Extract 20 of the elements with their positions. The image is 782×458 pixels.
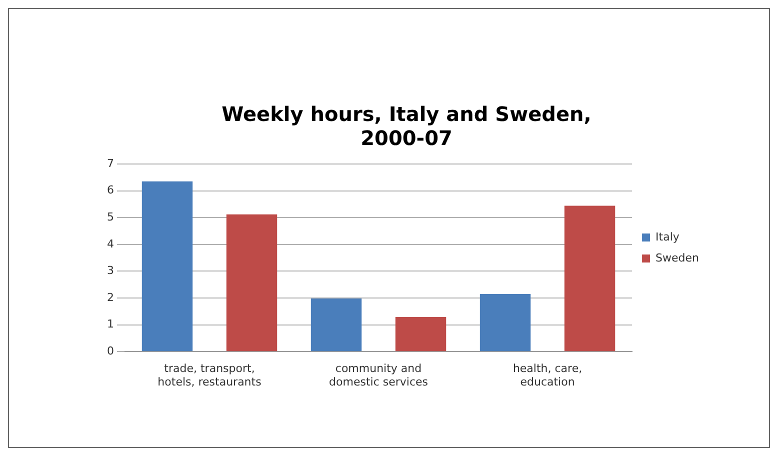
x-tick-label: trade, transport, hotels, restaurants <box>158 362 262 388</box>
y-tick-label: 7 <box>107 156 114 170</box>
chart-title: Weekly hours, Italy and Sweden, 2000-07 <box>222 102 592 150</box>
legend-label: Sweden <box>656 251 700 264</box>
x-tick-label: health, care, education <box>512 362 582 388</box>
bar <box>142 181 193 352</box>
y-tick-label: 6 <box>107 184 114 197</box>
y-tick-label: 3 <box>107 264 114 278</box>
bar <box>564 206 616 352</box>
x-tick-label: community and domestic services <box>329 362 428 388</box>
y-tick-label: 2 <box>107 290 114 304</box>
y-tick-label: 1 <box>107 318 114 331</box>
bar <box>480 294 531 352</box>
y-tick-label: 0 <box>107 344 114 358</box>
y-tick-label: 4 <box>107 237 114 250</box>
bar <box>310 298 362 352</box>
bar <box>226 214 278 352</box>
legend-label: Italy <box>656 230 680 244</box>
y-tick-label: 5 <box>107 210 114 224</box>
bar <box>395 317 446 352</box>
